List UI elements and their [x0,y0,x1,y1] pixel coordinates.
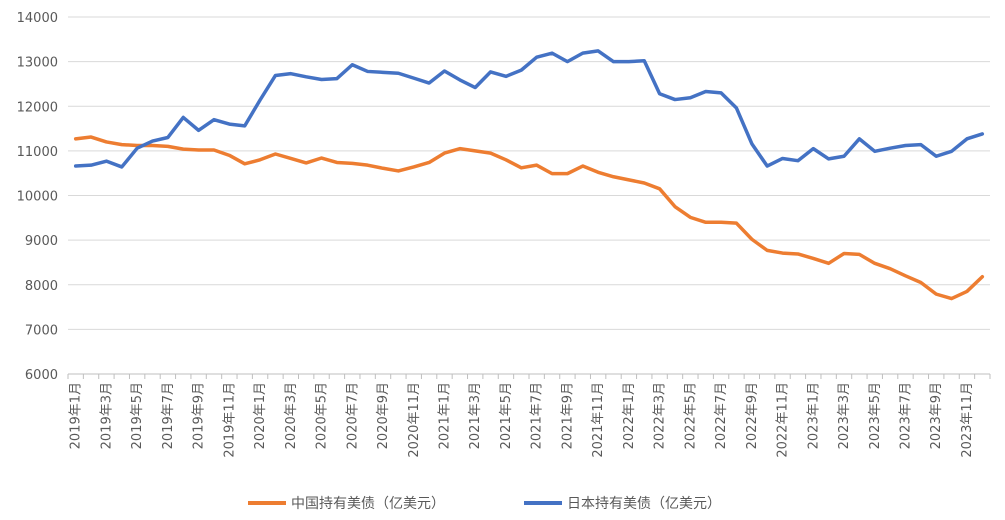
x-tick-label: 2023年7月 [898,382,913,449]
x-tick-label: 2022年3月 [653,382,668,449]
y-tick-label: 14000 [17,11,58,26]
y-tick-label: 12000 [17,100,58,115]
x-tick-label: 2021年5月 [499,382,514,449]
x-tick-label: 2021年7月 [530,382,545,449]
series-lines [73,49,985,301]
x-tick-label: 2020年1月 [253,382,268,449]
y-axis-tick-labels: 6000 7000 8000 9000 10000 11000 12000 13000 1400… [17,11,58,383]
x-tick-label: 2019年7月 [161,382,176,449]
x-tick-label: 2020年5月 [315,382,330,449]
x-tick-label: 2023年11月 [960,382,975,458]
x-tick-label: 2021年3月 [468,382,483,449]
y-tick-label: 13000 [17,56,58,71]
y-tick-label: 10000 [17,190,58,205]
x-tick-label: 2021年9月 [560,382,575,449]
x-tick-label: 2020年7月 [345,382,360,449]
x-axis: 2019年1月 2019年3月 2019年5月 2019年7月 2019年9月 2019年… [67,373,991,458]
x-tick-label: 2020年11月 [407,382,422,458]
x-tick-label: 2023年3月 [837,382,852,449]
x-tick-label: 2019年11月 [222,382,237,458]
x-tick-label: 2021年11月 [591,382,606,458]
x-tick-label: 2022年9月 [745,382,760,449]
y-tick-label: 7000 [25,323,58,338]
x-tick-label: 2023年5月 [868,382,883,449]
x-tick-label: 2019年9月 [192,382,207,449]
x-tick-label: 2020年9月 [376,382,391,449]
y-tick-label: 9000 [25,234,58,249]
x-tick-label: 2022年5月 [683,382,698,449]
series-line-1 [73,49,985,169]
legend-label-china: 中国持有美债（亿美元） [291,496,445,512]
legend-label-japan: 日本持有美债（亿美元） [567,496,721,512]
x-tick-label: 2022年1月 [622,382,637,449]
x-tick-label: 2020年3月 [284,382,299,449]
y-tick-label: 11000 [17,145,58,160]
x-tick-label: 2021年1月 [437,382,452,449]
x-tick-label: 2019年1月 [69,382,84,449]
x-tick-label: 2022年7月 [714,382,729,449]
x-tick-label: 2023年1月 [806,382,821,449]
series-line-0 [73,135,985,301]
y-tick-label: 8000 [25,279,58,294]
x-tick-label: 2019年3月 [99,382,114,449]
y-tick-label: 6000 [25,368,58,383]
x-tick-label: 2019年5月 [130,382,145,449]
x-tick-label: 2023年9月 [929,382,944,449]
legend: 中国持有美债（亿美元） 日本持有美债（亿美元） [248,496,721,512]
x-tick-label: 2022年11月 [776,382,791,458]
